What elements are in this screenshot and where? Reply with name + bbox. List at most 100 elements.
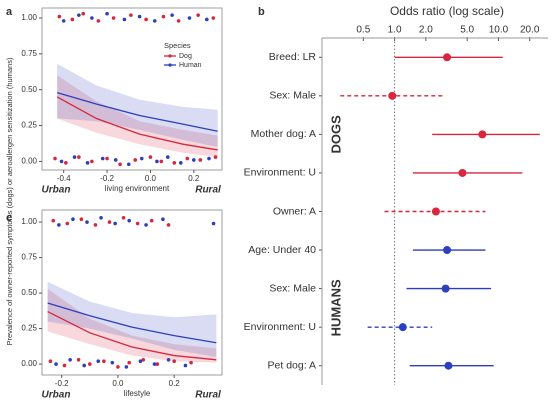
data-point — [70, 17, 75, 22]
data-point — [137, 14, 142, 19]
data-point — [155, 159, 159, 164]
fit-line — [47, 310, 217, 361]
x-tick-label: 0.2 — [169, 379, 181, 388]
data-point — [207, 156, 211, 161]
panel-label: a — [6, 6, 13, 18]
data-point — [93, 223, 98, 227]
confidence-ribbon — [57, 75, 218, 158]
data-point — [170, 13, 174, 17]
panel-label: c — [6, 212, 12, 224]
row-label: Sex: Male — [269, 282, 316, 294]
data-point — [72, 155, 77, 159]
x-tick-label: 0.0 — [145, 174, 157, 183]
x-axis-label: living environment — [105, 184, 170, 193]
legend-swatch-dot — [168, 63, 172, 67]
data-point — [113, 158, 118, 162]
legend-label: Dog — [179, 53, 192, 60]
data-point — [65, 221, 70, 226]
x-tick-label: 0.0 — [112, 379, 124, 388]
row-label: Breed: LR — [269, 51, 317, 63]
data-point — [77, 155, 81, 159]
data-point — [189, 360, 193, 365]
fit-line — [47, 302, 217, 344]
rural-note: Rural — [195, 185, 221, 196]
data-point — [183, 363, 188, 368]
data-point — [198, 158, 203, 162]
data-point — [166, 223, 171, 227]
data-point — [155, 362, 160, 366]
group-label: HUMANS — [328, 279, 343, 336]
row-label: Age: Under 40 — [248, 244, 316, 256]
data-point — [96, 359, 101, 364]
data-point — [62, 363, 67, 368]
data-point — [129, 13, 133, 17]
data-point — [107, 220, 112, 224]
data-point — [152, 362, 157, 366]
odds-ratio-point — [443, 246, 452, 255]
y-tick-label: 0.00 — [21, 359, 37, 368]
y-tick-label: 0.00 — [21, 157, 37, 166]
data-point — [176, 19, 181, 23]
legend-label: Human — [179, 62, 202, 69]
x-tick-label: 10.0 — [489, 25, 509, 36]
data-point — [196, 13, 200, 17]
data-point — [124, 365, 129, 369]
row-label: Environment: U — [244, 321, 316, 333]
data-point — [105, 11, 109, 16]
x-tick-label: -0.2 — [55, 379, 69, 388]
data-point — [102, 359, 106, 364]
confidence-ribbon — [47, 281, 217, 357]
row-label: Pet dog: A — [268, 360, 316, 372]
legend-swatch-dot — [168, 54, 172, 58]
y-tick-label: 0.75 — [21, 49, 37, 58]
data-point — [144, 17, 148, 22]
data-point — [113, 221, 117, 226]
odds-ratio-point — [458, 168, 467, 177]
group-label: DOGS — [328, 115, 343, 154]
legend-title: Species — [164, 41, 191, 50]
data-point — [81, 11, 86, 16]
data-point — [51, 218, 56, 223]
confidence-ribbon — [57, 63, 218, 148]
data-point — [161, 217, 165, 222]
data-point — [105, 156, 109, 161]
x-tick-label: -0.4 — [57, 174, 71, 183]
data-point — [141, 358, 146, 362]
data-point — [111, 16, 116, 20]
data-point — [185, 156, 190, 161]
data-point — [121, 216, 126, 220]
data-point — [148, 155, 153, 159]
data-point — [149, 218, 154, 223]
data-point — [54, 362, 58, 366]
row-label: Sex: Male — [269, 90, 316, 102]
data-point — [165, 155, 170, 159]
data-point — [96, 19, 101, 23]
y-tick-label: 0.75 — [21, 253, 37, 262]
data-point — [178, 161, 183, 165]
confidence-ribbon — [47, 288, 217, 363]
data-point — [88, 362, 92, 366]
data-point — [172, 359, 176, 364]
data-point — [85, 161, 90, 165]
y-axis-label: Prevalence of owner-reported symptoms (d… — [5, 57, 14, 346]
data-point — [211, 16, 216, 20]
data-point — [64, 161, 68, 165]
odds-ratio-point — [444, 361, 453, 370]
urban-note: Urban — [42, 185, 71, 196]
data-point — [127, 218, 131, 223]
data-point — [211, 221, 216, 226]
x-tick-label: 5.0 — [460, 25, 474, 36]
data-point — [100, 156, 105, 161]
data-point — [85, 220, 89, 224]
data-point — [68, 358, 72, 362]
data-point — [161, 14, 166, 19]
odds-ratio-point — [478, 130, 487, 139]
data-point — [213, 155, 218, 159]
data-point — [139, 156, 144, 161]
data-point — [152, 19, 157, 23]
data-point — [118, 162, 122, 167]
data-point — [82, 363, 86, 368]
y-tick-label: 1.00 — [21, 217, 37, 226]
data-point — [90, 159, 94, 164]
